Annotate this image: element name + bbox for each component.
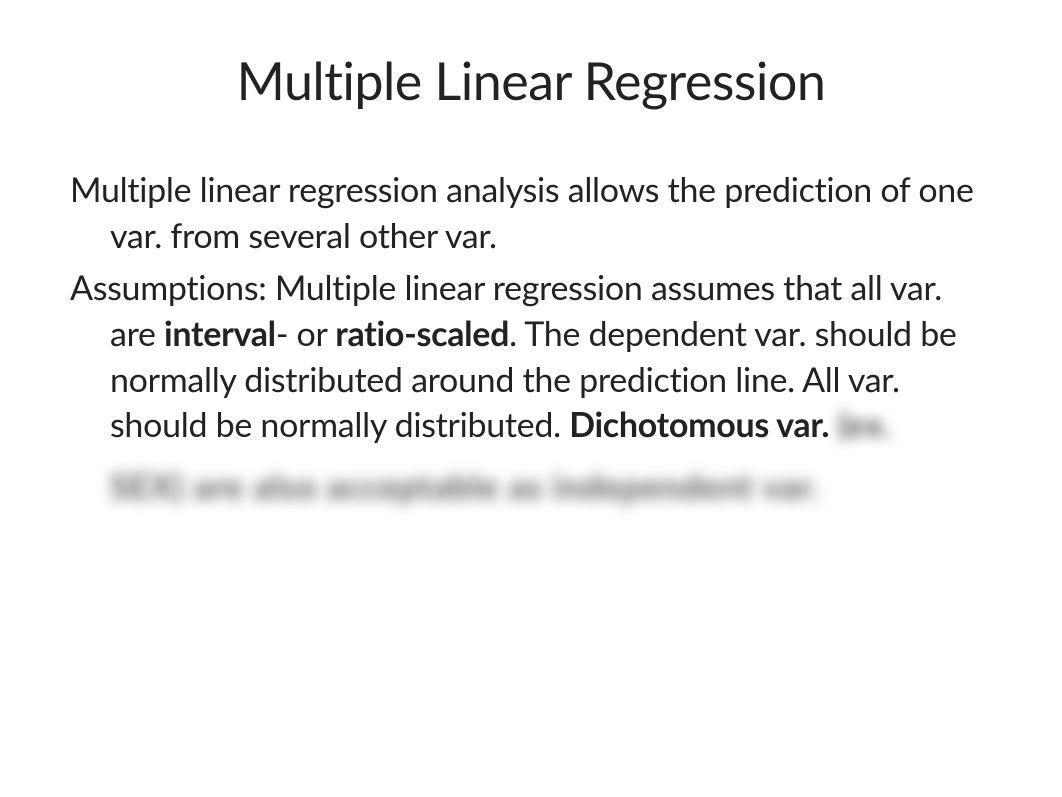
slide-container: Multiple Linear Regression Multiple line…	[0, 0, 1062, 797]
slide-body: Multiple linear regression analysis allo…	[70, 167, 992, 510]
assumptions-mid1: - or	[276, 313, 335, 354]
paragraph-assumptions: Assumptions: Multiple linear regression …	[70, 265, 992, 449]
assumptions-bold-dichotomous: Dichotomous var.	[569, 404, 829, 445]
assumptions-bold-interval: interval	[164, 313, 276, 354]
blurred-inline-text: (ex.	[829, 404, 892, 445]
blurred-hidden-line: SEX) are also acceptable as independent …	[70, 464, 992, 510]
paragraph-intro: Multiple linear regression analysis allo…	[70, 167, 992, 259]
assumptions-bold-ratio: ratio-scaled	[335, 313, 509, 354]
slide-title: Multiple Linear Regression	[70, 50, 992, 112]
